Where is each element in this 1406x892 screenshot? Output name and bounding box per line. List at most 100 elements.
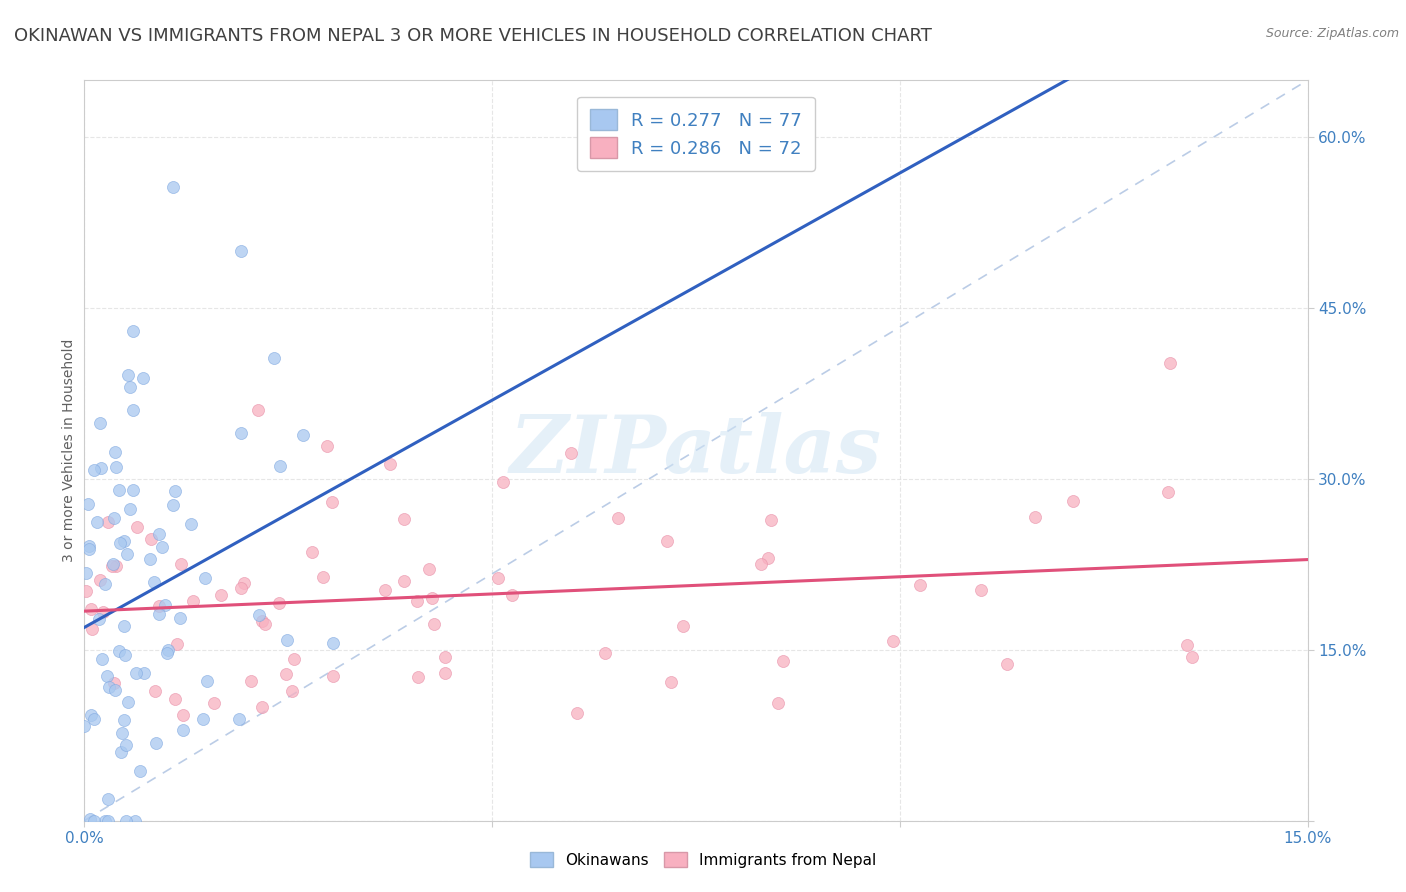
Point [91, 605, 114, 619]
Point [406, 670, 429, 684]
Point [148, 607, 170, 621]
Point [82, 623, 104, 637]
Point [322, 636, 344, 650]
Point [252, 614, 274, 628]
Point [77, 542, 100, 557]
Point [150, 541, 173, 555]
Point [772, 654, 794, 668]
Point [169, 557, 191, 571]
Point [121, 403, 143, 417]
Point [104, 445, 127, 459]
Point [79, 707, 101, 722]
Point [115, 738, 138, 752]
Point [269, 458, 291, 473]
Point [209, 588, 232, 602]
Point [157, 642, 180, 657]
Point [97, 792, 120, 806]
Point [117, 368, 139, 382]
Point [162, 180, 184, 194]
Legend: Okinawans, Immigrants from Nepal: Okinawans, Immigrants from Nepal [522, 844, 884, 875]
Point [127, 520, 149, 534]
Point [73, 719, 96, 733]
Point [995, 657, 1018, 672]
Point [315, 439, 337, 453]
Point [139, 552, 162, 566]
Point [101, 558, 124, 573]
Point [115, 547, 138, 561]
Point [101, 557, 124, 571]
Point [433, 665, 456, 680]
Point [103, 683, 125, 698]
Point [132, 370, 155, 384]
Point [121, 325, 143, 339]
Point [169, 611, 191, 625]
Point [108, 483, 131, 497]
Point [267, 596, 290, 610]
Point [156, 646, 179, 660]
Point [1024, 509, 1046, 524]
Point [276, 633, 298, 648]
Point [434, 649, 457, 664]
Point [125, 665, 148, 680]
Point [228, 712, 250, 726]
Point [749, 557, 772, 571]
Point [89, 573, 111, 587]
Point [75, 566, 97, 580]
Point [281, 684, 304, 698]
Text: Source: ZipAtlas.com: Source: ZipAtlas.com [1265, 27, 1399, 40]
Point [114, 713, 136, 727]
Point [766, 696, 789, 710]
Point [405, 594, 427, 608]
Point [139, 532, 162, 546]
Point [104, 558, 127, 573]
Point [202, 697, 225, 711]
Point [1062, 494, 1084, 508]
Point [312, 570, 335, 584]
Point [148, 526, 170, 541]
Point [759, 513, 782, 527]
Point [423, 617, 446, 632]
Point [163, 484, 186, 499]
Point [143, 684, 166, 698]
Point [110, 745, 132, 759]
Point [231, 426, 253, 441]
Text: ZIPatlas: ZIPatlas [510, 412, 882, 489]
Point [607, 511, 630, 525]
Point [83, 814, 105, 828]
Point [114, 648, 136, 662]
Point [172, 723, 194, 738]
Point [567, 706, 589, 721]
Point [661, 675, 683, 690]
Point [882, 634, 904, 648]
Point [111, 726, 134, 740]
Point [83, 463, 105, 477]
Point [321, 495, 343, 509]
Point [112, 534, 135, 549]
Point [79, 813, 101, 827]
Point [90, 652, 112, 666]
Point [134, 665, 156, 680]
Point [97, 814, 120, 828]
Point [593, 646, 616, 660]
Point [283, 652, 305, 666]
Point [77, 539, 100, 553]
Point [491, 475, 513, 489]
Point [254, 616, 277, 631]
Point [108, 643, 131, 657]
Point [252, 700, 274, 714]
Point [77, 498, 100, 512]
Point [229, 581, 252, 595]
Point [89, 612, 111, 626]
Point [420, 591, 443, 605]
Point [145, 736, 167, 750]
Point [322, 668, 344, 682]
Point [128, 764, 150, 778]
Point [418, 562, 440, 576]
Point [655, 533, 678, 548]
Text: OKINAWAN VS IMMIGRANTS FROM NEPAL 3 OR MORE VEHICLES IN HOUSEHOLD CORRELATION CH: OKINAWAN VS IMMIGRANTS FROM NEPAL 3 OR M… [14, 27, 932, 45]
Point [86, 515, 108, 529]
Point [274, 666, 297, 681]
Point [486, 571, 509, 585]
Point [118, 380, 141, 394]
Point [263, 351, 285, 365]
